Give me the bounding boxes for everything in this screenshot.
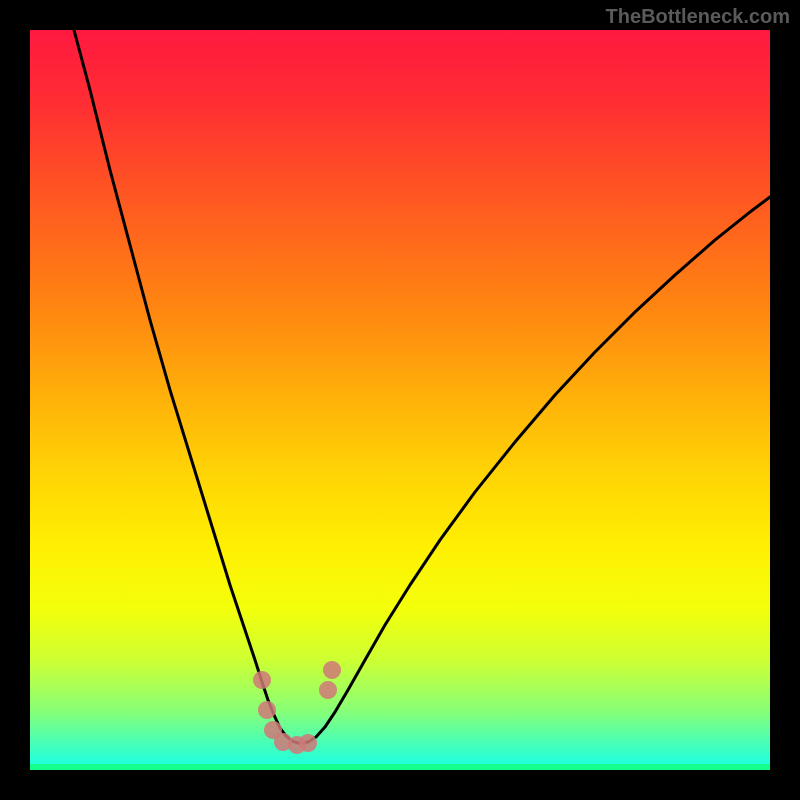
chart-container: TheBottleneck.com <box>0 0 800 800</box>
data-marker <box>299 734 317 752</box>
data-marker <box>253 671 271 689</box>
data-marker <box>258 701 276 719</box>
data-marker <box>319 681 337 699</box>
data-marker <box>323 661 341 679</box>
watermark-text: TheBottleneck.com <box>606 6 790 29</box>
gradient-background <box>30 30 770 770</box>
chart-svg <box>30 30 770 770</box>
plot-area <box>30 30 770 770</box>
baseline <box>30 764 770 770</box>
